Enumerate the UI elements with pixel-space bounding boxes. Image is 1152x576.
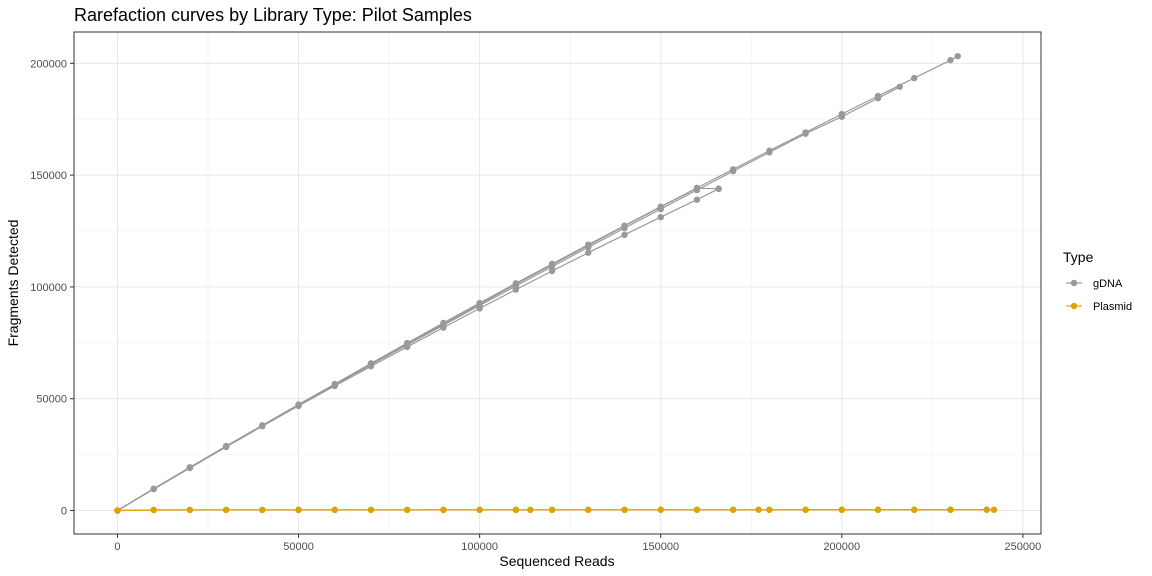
data-point-plasmid <box>621 506 628 514</box>
data-point-plasmid <box>114 507 121 514</box>
data-point-gdna <box>693 185 701 192</box>
data-point-gdna <box>585 249 592 256</box>
x-tick-label: 50000 <box>283 541 314 553</box>
legend: Type gDNA Plasmid <box>1063 249 1132 313</box>
data-point-gdna <box>729 167 737 175</box>
data-point-gdna <box>947 56 954 64</box>
data-point-gdna <box>954 52 961 60</box>
x-tick-label: 100000 <box>461 541 498 553</box>
data-point-plasmid <box>585 506 592 514</box>
x-tick-label: 150000 <box>642 541 679 553</box>
data-point-plasmid <box>403 506 411 514</box>
data-point-plasmid <box>476 506 483 514</box>
y-tick-label: 150000 <box>30 170 67 182</box>
data-point-gdna <box>295 402 302 410</box>
data-point-gdna <box>715 185 722 192</box>
data-point-gdna <box>186 464 194 472</box>
data-point-gdna <box>621 222 628 230</box>
data-point-gdna <box>911 74 918 82</box>
data-point-gdna <box>367 363 375 370</box>
data-point-gdna <box>896 83 903 90</box>
data-point-gdna <box>222 443 230 451</box>
y-tick-label: 0 <box>61 506 67 518</box>
data-point-gdna <box>331 382 338 390</box>
x-tick-label: 0 <box>114 541 120 553</box>
data-point-plasmid <box>527 506 534 514</box>
data-point-plasmid <box>874 506 882 513</box>
x-axis-ticks: 0 50000 100000 150000 200000 250000 <box>114 534 1041 553</box>
legend-label: gDNA <box>1093 278 1123 290</box>
data-point-plasmid <box>693 506 701 513</box>
data-point-plasmid <box>295 506 302 514</box>
data-point-plasmid <box>990 506 998 513</box>
data-point-plasmid <box>186 506 194 514</box>
data-point-gdna <box>802 130 809 137</box>
data-point-gdna <box>874 94 882 102</box>
data-point-gdna <box>621 231 628 239</box>
data-point-gdna <box>585 242 592 249</box>
data-point-plasmid <box>512 506 520 514</box>
legend-label: Plasmid <box>1093 301 1132 313</box>
data-point-plasmid <box>766 506 773 513</box>
data-point-plasmid <box>983 506 990 513</box>
data-point-plasmid <box>331 506 338 514</box>
data-point-gdna <box>259 423 266 430</box>
data-point-gdna <box>766 149 773 156</box>
y-axis-title: Fragments Detected <box>5 220 21 347</box>
data-point-gdna <box>440 324 447 331</box>
series-line-gdna <box>117 86 901 512</box>
y-tick-label: 200000 <box>30 58 67 70</box>
data-point-gdna <box>657 213 664 221</box>
panel-border <box>73 31 1042 535</box>
series-points <box>114 52 998 514</box>
legend-entries: gDNA Plasmid <box>1066 278 1132 313</box>
data-point-plasmid <box>802 506 809 513</box>
data-point-gdna <box>512 281 520 288</box>
legend-key-point <box>1070 279 1078 287</box>
data-point-plasmid <box>911 506 918 513</box>
y-tick-label: 50000 <box>36 394 67 406</box>
data-point-gdna <box>403 343 411 351</box>
legend-key-point <box>1070 302 1078 310</box>
data-point-plasmid <box>222 506 230 514</box>
grid-lines <box>74 32 1041 534</box>
x-axis-title: Sequenced Reads <box>499 553 614 569</box>
data-point-plasmid <box>367 506 375 514</box>
legend-title: Type <box>1063 249 1094 265</box>
data-point-gdna <box>838 113 846 120</box>
data-point-plasmid <box>838 506 846 513</box>
data-point-gdna <box>150 485 157 493</box>
series-line-gdna <box>117 187 719 512</box>
data-point-plasmid <box>657 506 664 513</box>
y-tick-label: 100000 <box>30 282 67 294</box>
data-point-gdna <box>476 305 483 312</box>
series-line-gdna <box>117 55 958 512</box>
series-lines <box>117 55 994 512</box>
series-line-gdna <box>117 188 719 512</box>
data-point-plasmid <box>259 506 266 514</box>
data-point-gdna <box>512 286 520 293</box>
x-tick-label: 250000 <box>1005 541 1042 553</box>
data-point-gdna <box>548 261 556 268</box>
data-point-gdna <box>657 203 664 211</box>
data-point-plasmid <box>947 506 954 513</box>
y-axis-ticks: 0 50000 100000 150000 200000 <box>30 58 74 518</box>
data-point-plasmid <box>150 506 157 514</box>
chart-title: Rarefaction curves by Library Type: Pilo… <box>74 5 472 25</box>
data-point-plasmid <box>729 506 737 513</box>
data-point-plasmid <box>440 506 447 514</box>
data-point-gdna <box>548 267 556 275</box>
data-point-gdna <box>693 196 701 203</box>
x-tick-label: 200000 <box>823 541 860 553</box>
data-point-plasmid <box>755 506 762 513</box>
data-point-plasmid <box>548 506 556 514</box>
